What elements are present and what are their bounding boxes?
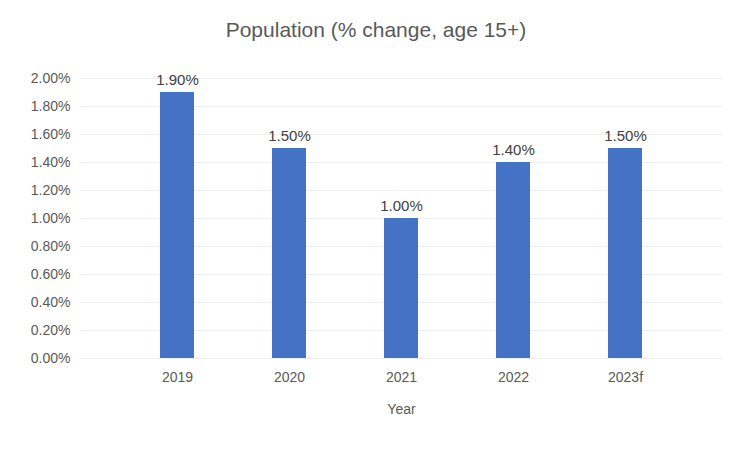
svg-text:1.50%: 1.50% (268, 127, 311, 144)
svg-text:1.40%: 1.40% (492, 141, 535, 158)
svg-text:Year: Year (387, 401, 416, 417)
svg-text:2.00%: 2.00% (31, 70, 71, 86)
svg-text:0.00%: 0.00% (31, 350, 71, 366)
svg-text:0.40%: 0.40% (31, 294, 71, 310)
svg-text:0.80%: 0.80% (31, 238, 71, 254)
svg-text:1.50%: 1.50% (604, 127, 647, 144)
svg-text:2022: 2022 (498, 369, 529, 385)
svg-text:2023f: 2023f (608, 369, 643, 385)
svg-text:1.60%: 1.60% (31, 126, 71, 142)
html-text:Population (% change, age 15+): Population (% change, age 15+) (225, 18, 527, 41)
svg-text:1.00%: 1.00% (380, 197, 423, 214)
svg-text:2021: 2021 (386, 369, 417, 385)
svg-text:0.20%: 0.20% (31, 322, 71, 338)
svg-text:1.00%: 1.00% (31, 210, 71, 226)
svg-text:1.80%: 1.80% (31, 98, 71, 114)
svg-text:1.40%: 1.40% (31, 154, 71, 170)
svg-text:1.20%: 1.20% (31, 182, 71, 198)
svg-text:2020: 2020 (274, 369, 305, 385)
svg-text:2019: 2019 (162, 369, 193, 385)
svg-text:1.90%: 1.90% (156, 71, 199, 88)
svg-text:0.60%: 0.60% (31, 266, 71, 282)
